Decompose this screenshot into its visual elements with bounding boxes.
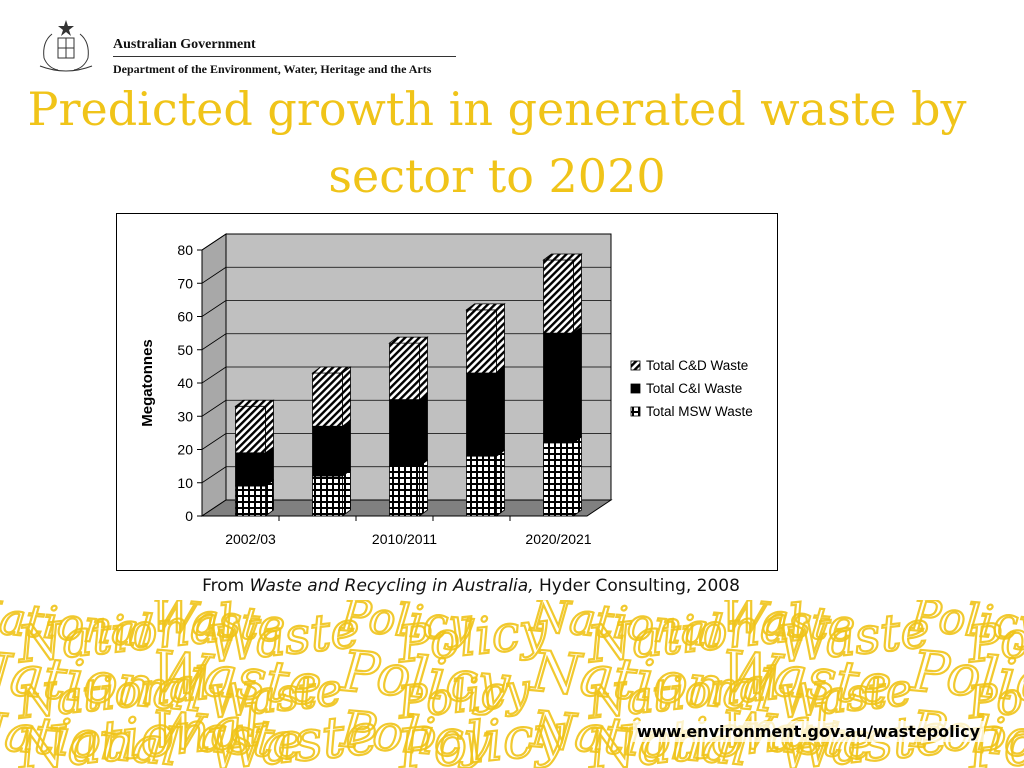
bar-segment [235, 485, 266, 517]
bar-side-face [573, 326, 582, 444]
legend-label: Total C&I Waste [646, 381, 742, 396]
stacked-bar-chart: 0 10 20 30 40 50 60 70 80 Megatonnes 2002/03 2010/2… [139, 233, 753, 547]
bar-side-face [419, 392, 428, 467]
legend-swatch [630, 406, 641, 417]
bar-side-face [496, 449, 505, 517]
bar-segment [389, 399, 420, 467]
gridline-side [201, 366, 227, 384]
y-tick-label: 70 [177, 275, 193, 291]
bar-top-face [465, 303, 506, 311]
bar-segment [466, 455, 497, 517]
bar-segment [389, 465, 420, 517]
slide-title: Predicted growth in generated waste by s… [27, 82, 967, 203]
y-tick-label: 10 [177, 475, 193, 491]
y-tick-label: 20 [177, 442, 193, 458]
bar-side-face [573, 253, 582, 334]
bar-top-face [234, 399, 275, 407]
y-tick-label: 80 [177, 242, 193, 258]
bar-top-face [388, 336, 429, 344]
gridline-side [201, 399, 227, 417]
bar-segment [543, 332, 574, 444]
background-script-word: Waste [149, 700, 306, 768]
y-tick-label: 0 [185, 508, 193, 524]
org-name: Australian Government [113, 37, 256, 52]
gridline-side [201, 266, 227, 284]
header-divider [113, 56, 456, 57]
gridline-side [201, 466, 227, 484]
gridline-side [201, 433, 227, 450]
bar-segment [466, 309, 497, 374]
bar-segment [235, 405, 266, 454]
x-tick-label: 2020/2021 [525, 531, 591, 547]
coat-of-arms-logo [39, 20, 93, 72]
bar-side-face [419, 336, 428, 401]
bar-side-face [573, 436, 582, 517]
y-tick-label: 30 [177, 408, 193, 424]
background-script-word: Policy [338, 639, 513, 719]
caption-suffix: Hyder Consulting, 2008 [533, 576, 740, 596]
background-script-word: Policy [338, 700, 494, 768]
bar-segment [312, 372, 343, 427]
website-link[interactable]: www.environment.gov.au/wastepolicy [632, 721, 984, 742]
legend-swatch [630, 360, 641, 371]
bar-segment [543, 259, 574, 334]
bar-segment [312, 425, 343, 477]
caption-prefix: From [202, 576, 250, 596]
bar-top-face [311, 366, 352, 374]
bar-side-face [342, 469, 351, 517]
legend-label: Total MSW Waste [646, 404, 753, 419]
gridline-side [201, 233, 227, 251]
y-tick-label: 40 [177, 375, 193, 391]
y-tick-label: 60 [177, 309, 193, 325]
bar-side-face [419, 459, 428, 517]
legend-label: Total C&D Waste [646, 358, 748, 373]
gridline-side [201, 333, 227, 351]
bar-segment [235, 452, 266, 487]
background-script-word: Waste [719, 639, 894, 719]
bar-segment [312, 475, 343, 517]
x-tick-label: 2002/03 [225, 531, 276, 547]
x-tick-label: 2010/2011 [372, 531, 437, 547]
bar-top-face [542, 253, 583, 261]
chart-frame: 0 10 20 30 40 50 60 70 80 Megatonnes 2002/03 2010/2… [116, 213, 778, 571]
legend-swatch [630, 383, 641, 394]
gridline-side [201, 300, 227, 317]
bar-side-face [342, 419, 351, 477]
y-axis-label: Megatonnes [139, 339, 156, 427]
bar-side-face [496, 303, 505, 374]
caption-title: Waste and Recycling in Australia, [249, 576, 534, 596]
y-tick-label: 50 [177, 342, 193, 358]
bar-side-face [496, 366, 505, 457]
background-script-word: Waste [149, 639, 324, 719]
source-caption: From Waste and Recycling in Australia, H… [0, 576, 942, 596]
bar-side-face [342, 366, 351, 428]
bar-side-face [265, 446, 274, 487]
bar-segment [543, 442, 574, 517]
department-name: Department of the Environment, Water, He… [113, 62, 432, 76]
bar-segment [466, 372, 497, 457]
bar-side-face [265, 399, 274, 454]
bar-segment [389, 342, 420, 401]
